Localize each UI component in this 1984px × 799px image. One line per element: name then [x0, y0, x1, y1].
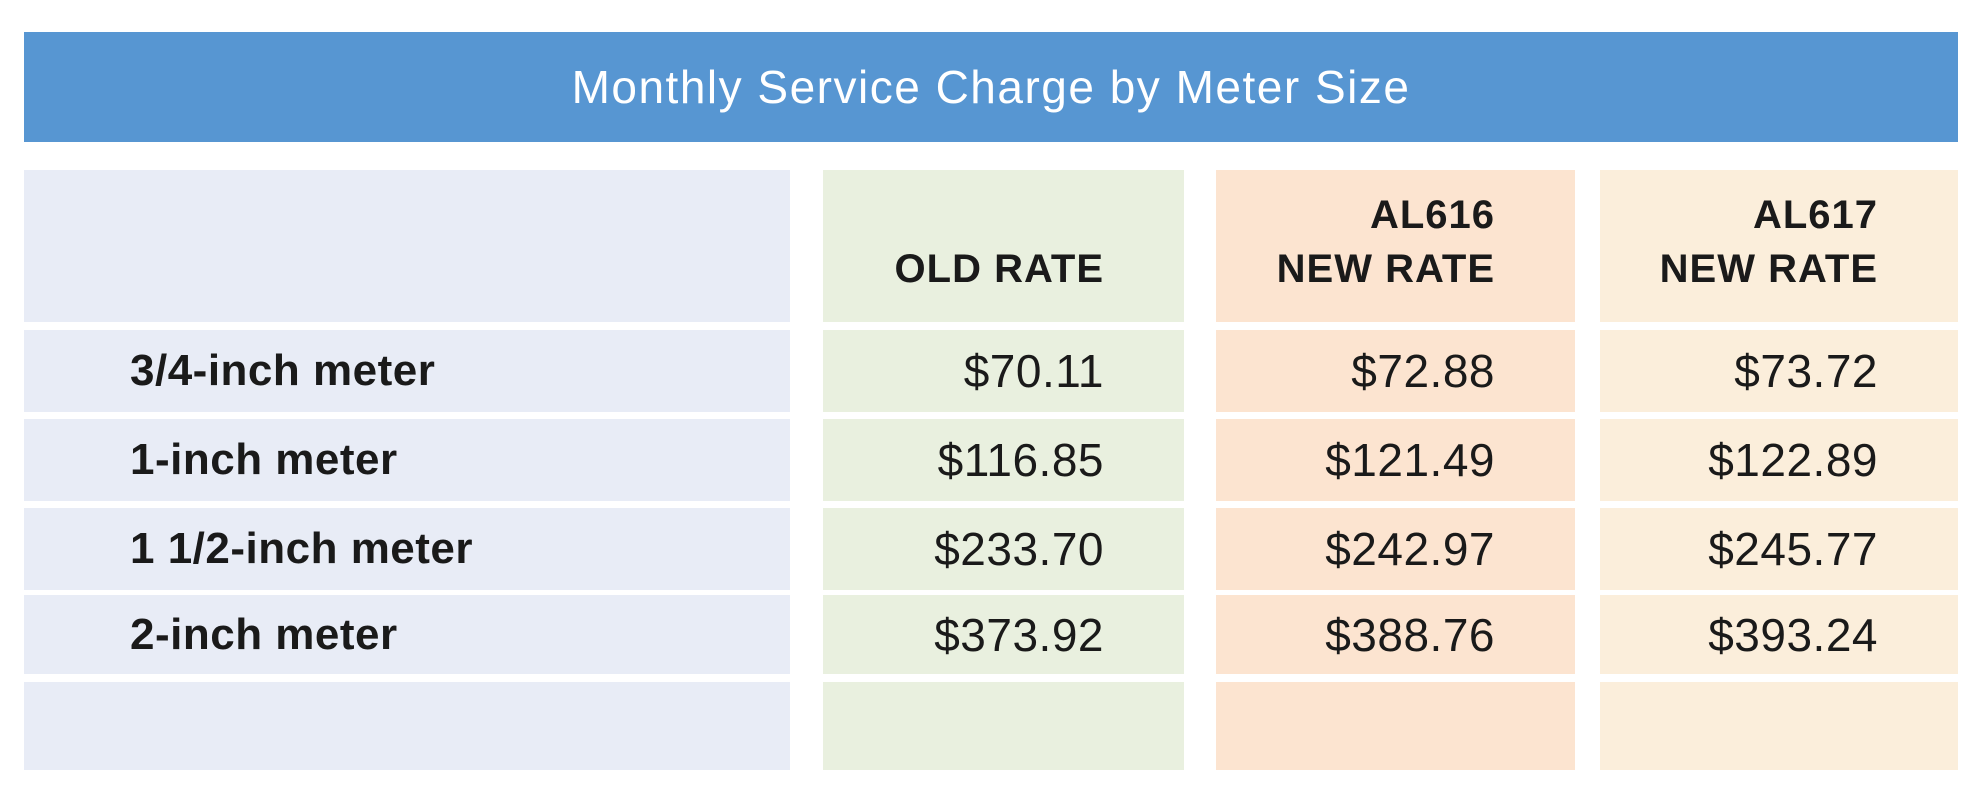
al616-new-rate-value: $242.97: [1216, 508, 1575, 590]
column-header-line: OLD RATE: [894, 247, 1104, 291]
column-header-line: AL616: [1369, 193, 1495, 237]
table-row-3-4-inch-meter: 3/4-inch meter $70.11 $72.88 $73.72: [24, 330, 1958, 412]
column-header-old-rate: OLD RATE: [823, 170, 1184, 322]
table-row-1-inch-meter: 1-inch meter $116.85 $121.49 $122.89: [24, 419, 1958, 501]
column-header-line: NEW RATE: [1659, 247, 1878, 291]
column-header-line: NEW RATE: [1276, 247, 1495, 291]
al617-new-rate-value: [1600, 682, 1958, 770]
column-header-al617-new-rate: AL617 NEW RATE: [1600, 170, 1958, 322]
al616-new-rate-value: $388.76: [1216, 595, 1575, 674]
al617-new-rate-value: $245.77: [1600, 508, 1958, 590]
page-title: Monthly Service Charge by Meter Size: [571, 61, 1411, 113]
rate-table: OLD RATE AL616 NEW RATE AL617 NEW RATE 3…: [24, 170, 1958, 770]
al617-new-rate-value: $73.72: [1600, 330, 1958, 412]
old-rate-value: $70.11: [823, 330, 1184, 412]
al616-new-rate-value: $121.49: [1216, 419, 1575, 501]
title-bar: Monthly Service Charge by Meter Size: [24, 32, 1958, 142]
al617-new-rate-value: $393.24: [1600, 595, 1958, 674]
al617-new-rate-value: $122.89: [1600, 419, 1958, 501]
row-label: 1-inch meter: [24, 419, 790, 501]
old-rate-value: $373.92: [823, 595, 1184, 674]
column-header-blank: [24, 170, 790, 322]
al616-new-rate-value: $72.88: [1216, 330, 1575, 412]
row-label: 2-inch meter: [24, 595, 790, 674]
row-label: [24, 682, 790, 770]
column-header-line: AL617: [1752, 193, 1878, 237]
column-header-al616-new-rate: AL616 NEW RATE: [1216, 170, 1575, 322]
row-label: 1 1/2-inch meter: [24, 508, 790, 590]
table-row-2-inch-meter: 2-inch meter $373.92 $388.76 $393.24: [24, 595, 1958, 674]
old-rate-value: $116.85: [823, 419, 1184, 501]
old-rate-value: $233.70: [823, 508, 1184, 590]
table-row-1-1-2-inch-meter: 1 1/2-inch meter $233.70 $242.97 $245.77: [24, 508, 1958, 590]
old-rate-value: [823, 682, 1184, 770]
row-label: 3/4-inch meter: [24, 330, 790, 412]
al616-new-rate-value: [1216, 682, 1575, 770]
table-header-row: OLD RATE AL616 NEW RATE AL617 NEW RATE: [24, 170, 1958, 322]
table-row-empty: [24, 682, 1958, 770]
